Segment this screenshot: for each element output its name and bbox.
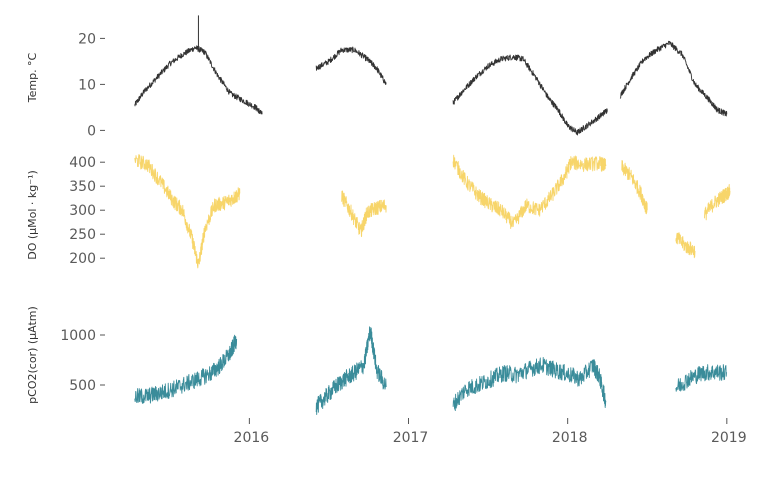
y-tick-label: 400 xyxy=(69,155,96,171)
panel-do: 200 250 300 350 400 DO (µMol · kg⁻¹) xyxy=(26,154,731,269)
y-axis-label: DO (µMol · kg⁻¹) xyxy=(26,170,39,260)
series-line-pco2-segment-2 xyxy=(452,357,607,412)
x-tick-label: 2018 xyxy=(552,430,588,446)
series-line-temp-segment-2 xyxy=(452,54,608,136)
x-tick-label: 2017 xyxy=(393,430,429,446)
y-tick-label: 500 xyxy=(69,378,96,394)
series-line-temp-segment-1 xyxy=(315,46,387,85)
panel-pco2: 500 1000 pCO2(cor) (µAtm) xyxy=(26,306,728,415)
y-tick-label: 10 xyxy=(78,77,96,93)
series-line-do-segment-5 xyxy=(675,232,696,259)
series-line-pco2-segment-3 xyxy=(675,364,728,392)
y-axis-label: Temp. °C xyxy=(26,52,39,103)
x-tick-label: 2016 xyxy=(234,430,270,446)
series-line-do-segment-6 xyxy=(704,184,731,221)
series-line-pco2-segment-1 xyxy=(315,326,387,415)
y-tick-label: 350 xyxy=(69,179,96,195)
series-line-do-segment-2 xyxy=(452,154,572,229)
series-line-do-segment-4 xyxy=(621,160,648,215)
series-line-pco2-segment-0 xyxy=(134,334,238,404)
y-tick-label: 250 xyxy=(69,227,96,243)
y-tick-label: 200 xyxy=(69,251,96,267)
y-tick-label: 0 xyxy=(87,123,96,139)
panel-temp: 0 10 20 Temp. °C xyxy=(26,31,728,139)
series-line-do-segment-1 xyxy=(341,190,387,238)
y-tick-label: 300 xyxy=(69,203,96,219)
series-line-do-segment-0 xyxy=(134,154,241,269)
series-line-temp-segment-0 xyxy=(134,45,263,115)
y-axis-label: pCO2(cor) (µAtm) xyxy=(26,306,39,404)
y-tick-label: 1000 xyxy=(60,328,96,344)
series-line-temp-segment-3 xyxy=(619,40,728,117)
y-tick-label: 20 xyxy=(78,31,96,47)
x-axis: 2016 2017 2018 2019 xyxy=(234,418,747,446)
x-tick-label: 2019 xyxy=(711,430,747,446)
series-line-do-segment-3 xyxy=(570,155,607,172)
